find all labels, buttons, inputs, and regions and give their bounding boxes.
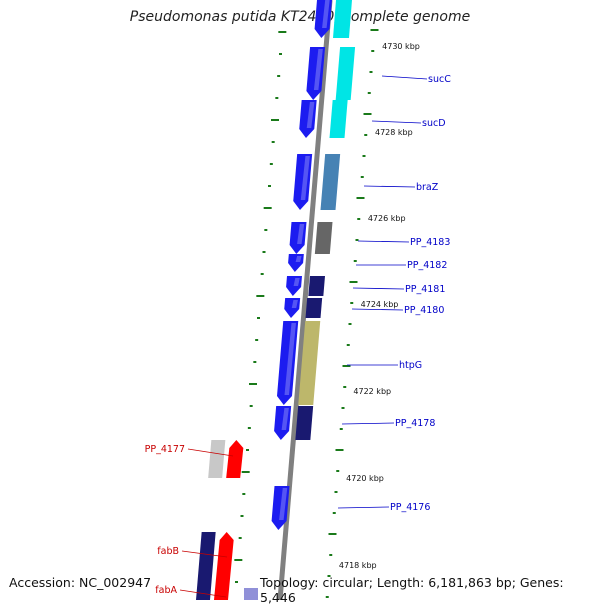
leader-PP_4183 [357, 240, 410, 243]
gene-label-PP_4182: PP_4182 [407, 260, 447, 271]
cog-partial-top [333, 0, 352, 38]
gene-PP_4181-shine [293, 278, 300, 286]
gene-PP_4182-shine [295, 256, 302, 262]
leader-braZ [363, 185, 416, 188]
gene-label-sucD: sucD [422, 118, 446, 129]
gene-label-fabB: fabB [157, 546, 179, 557]
leader-fabB [181, 550, 228, 558]
leader-PP_4176 [337, 506, 390, 509]
cog-PP_4178 [295, 406, 314, 440]
leader-PP_4181 [352, 287, 405, 290]
cog-PP_4177 [208, 440, 226, 478]
gene-label-PP_4178: PP_4178 [395, 418, 435, 429]
gene-PP_4180 [284, 298, 301, 318]
gene-label-sucC: sucC [428, 74, 451, 85]
cog-fabA [244, 588, 258, 600]
cog-PP_4181 [308, 276, 325, 296]
gene-partial-top-shine [322, 0, 330, 28]
kbp-tick-label: 4718 kbp [339, 561, 377, 570]
leader-sucC [381, 75, 428, 80]
accession-label: Accession: NC_002947 [9, 575, 152, 590]
kbp-tick-label: 4720 kbp [346, 474, 384, 483]
gene-PP_4183 [289, 222, 307, 254]
cog-PP_4180 [305, 298, 323, 318]
map-title: Pseudomonas putida KT2440, complete geno… [129, 9, 471, 25]
gene-htpG-shine [284, 323, 296, 395]
kbp-tick-label: 4730 kbp [382, 42, 420, 51]
gene-PP_4176 [271, 486, 290, 530]
gene-PP_4176-shine [279, 488, 288, 520]
gene-label-htpG: htpG [399, 360, 422, 371]
gene-braZ [293, 154, 313, 210]
gene-sucD [299, 100, 317, 138]
leader-PP_4178 [341, 422, 395, 425]
gene-PP_4181 [286, 276, 302, 296]
gene-sucC [306, 47, 326, 100]
kbp-tick-label: 4728 kbp [375, 128, 413, 137]
gene-partial-top [314, 0, 333, 38]
kbp-tick-label: 4726 kbp [368, 214, 406, 223]
cog-sucD [329, 100, 348, 138]
genome-backbone [277, 0, 333, 600]
gene-label-PP_4183: PP_4183 [410, 237, 450, 248]
gene-label-PP_4180: PP_4180 [404, 305, 444, 316]
gene-PP_4183-shine [297, 224, 305, 244]
gene-fabB [214, 532, 234, 600]
gene-layer [196, 0, 356, 600]
cog-sucC [335, 47, 356, 100]
gene-PP_4178 [274, 406, 292, 440]
gene-label-PP_4181: PP_4181 [405, 284, 445, 295]
kbp-tick-label: 4724 kbp [361, 300, 399, 309]
gene-label-PP_4177: PP_4177 [145, 444, 185, 455]
tick-dash-layer [234, 29, 379, 598]
gene-label-braZ: braZ [416, 182, 439, 193]
gene-PP_4178-shine [281, 408, 289, 430]
gene-label-PP_4176: PP_4176 [390, 502, 430, 513]
gene-htpG [277, 321, 299, 405]
cog-braZ [320, 154, 341, 210]
gene-sucD-shine [306, 102, 315, 128]
leader-sucD [371, 120, 422, 124]
kbp-tick-label: 4722 kbp [353, 387, 391, 396]
leader-PP_4177 [187, 448, 234, 457]
kbp-tick-layer: 4730 kbp 4728 kbp 4726 kbp 4724 kbp 4722 kbp… [339, 42, 420, 570]
genome-summary: Topology: circular; Length: 6,181,863 bp… [260, 575, 564, 605]
gene-label-fabA: fabA [155, 585, 177, 596]
leader-PP_4180 [351, 308, 404, 311]
cog-htpG [298, 321, 321, 405]
leader-fabA [179, 589, 227, 598]
gene-PP_4177 [226, 440, 244, 478]
cog-fabB [196, 532, 216, 600]
gene-sucC-shine [313, 49, 323, 90]
gene-braZ-shine [300, 156, 310, 200]
gene-label-layer: sucC sucD braZ PP_4183 PP_4182 PP_4181 PP_4180… [145, 74, 451, 598]
gene-PP_4180-shine [291, 300, 298, 308]
gene-PP_4182 [288, 254, 304, 272]
cog-PP_4183 [314, 222, 333, 254]
